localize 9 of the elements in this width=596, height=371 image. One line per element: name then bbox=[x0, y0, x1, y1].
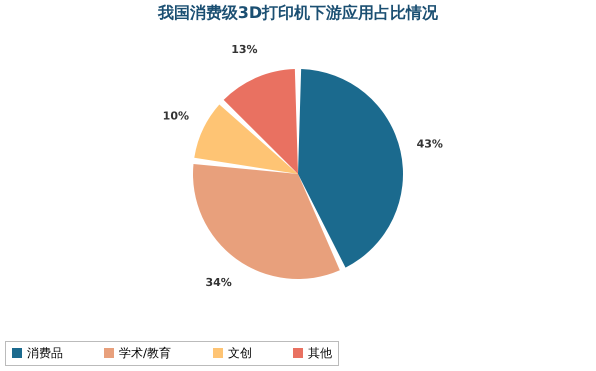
legend-label: 文创 bbox=[228, 346, 252, 360]
legend-label: 其他 bbox=[308, 346, 332, 360]
data-label: 10% bbox=[162, 110, 190, 123]
chart-title: 我国消费级3D打印机下游应用占比情况 bbox=[156, 3, 440, 22]
legend-label: 学术/教育 bbox=[119, 346, 172, 360]
data-label: 43% bbox=[416, 138, 443, 151]
data-label: 13% bbox=[231, 43, 258, 56]
legend-label: 消费品 bbox=[27, 346, 63, 360]
data-label: 34% bbox=[205, 276, 232, 290]
